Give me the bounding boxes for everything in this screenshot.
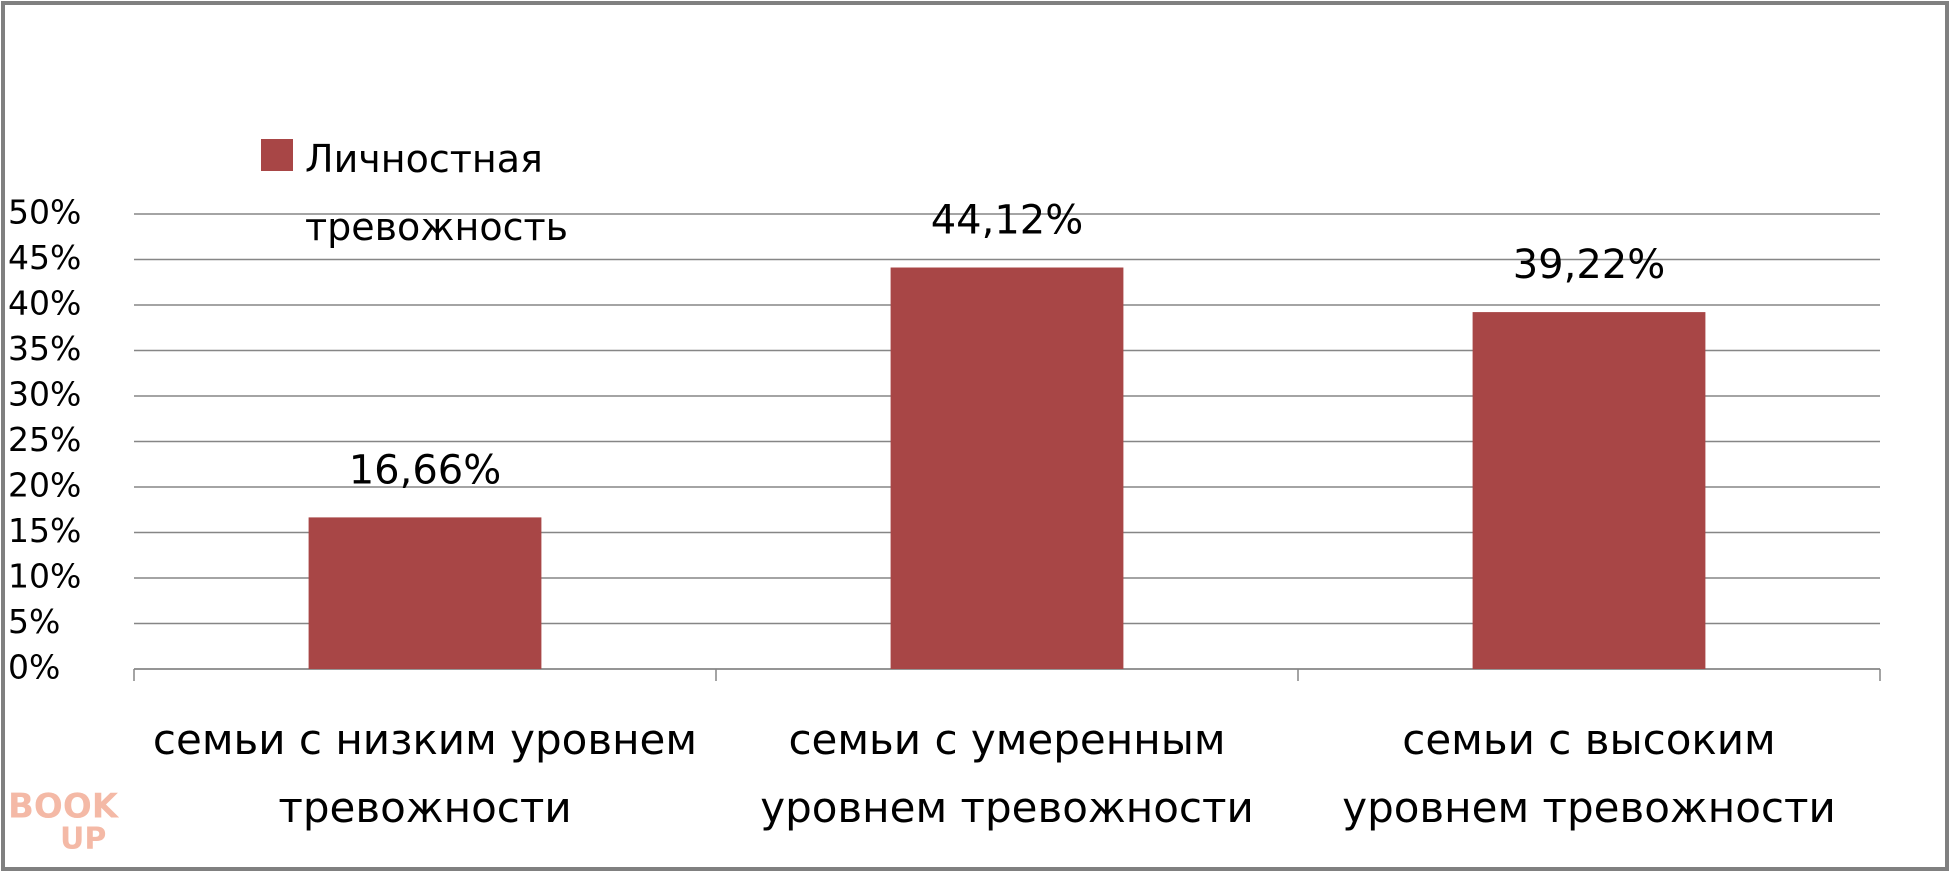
bar — [1472, 312, 1706, 669]
y-tick-label: 10% — [8, 557, 81, 596]
value-label: 16,66% — [349, 447, 502, 493]
y-tick-label: 50% — [8, 193, 81, 232]
bar — [308, 517, 542, 669]
y-tick-label: 25% — [8, 420, 81, 459]
y-tick-label: 5% — [8, 602, 60, 641]
legend-label: Личностная тревожность — [305, 137, 569, 249]
y-tick-label: 30% — [8, 375, 81, 414]
legend-swatch — [261, 139, 293, 171]
y-tick-label: 45% — [8, 238, 81, 277]
x-tick-label: семьи с умеренным уровнем тревожности — [760, 715, 1254, 832]
bar — [890, 267, 1124, 669]
y-tick-label: 40% — [8, 284, 81, 323]
y-tick-label: 20% — [8, 466, 81, 505]
y-tick-label: 35% — [8, 329, 81, 368]
value-label: 44,12% — [931, 198, 1084, 244]
x-tick-label: семьи с низким уровнем тревожности — [152, 715, 698, 832]
y-tick-label: 0% — [8, 648, 60, 687]
y-tick-label: 15% — [8, 511, 81, 550]
x-tick-label: семьи с высоким уровнем тревожности — [1342, 715, 1836, 832]
value-label: 39,22% — [1513, 242, 1666, 288]
watermark: BOOK — [8, 787, 120, 827]
watermark: UP — [60, 822, 106, 857]
